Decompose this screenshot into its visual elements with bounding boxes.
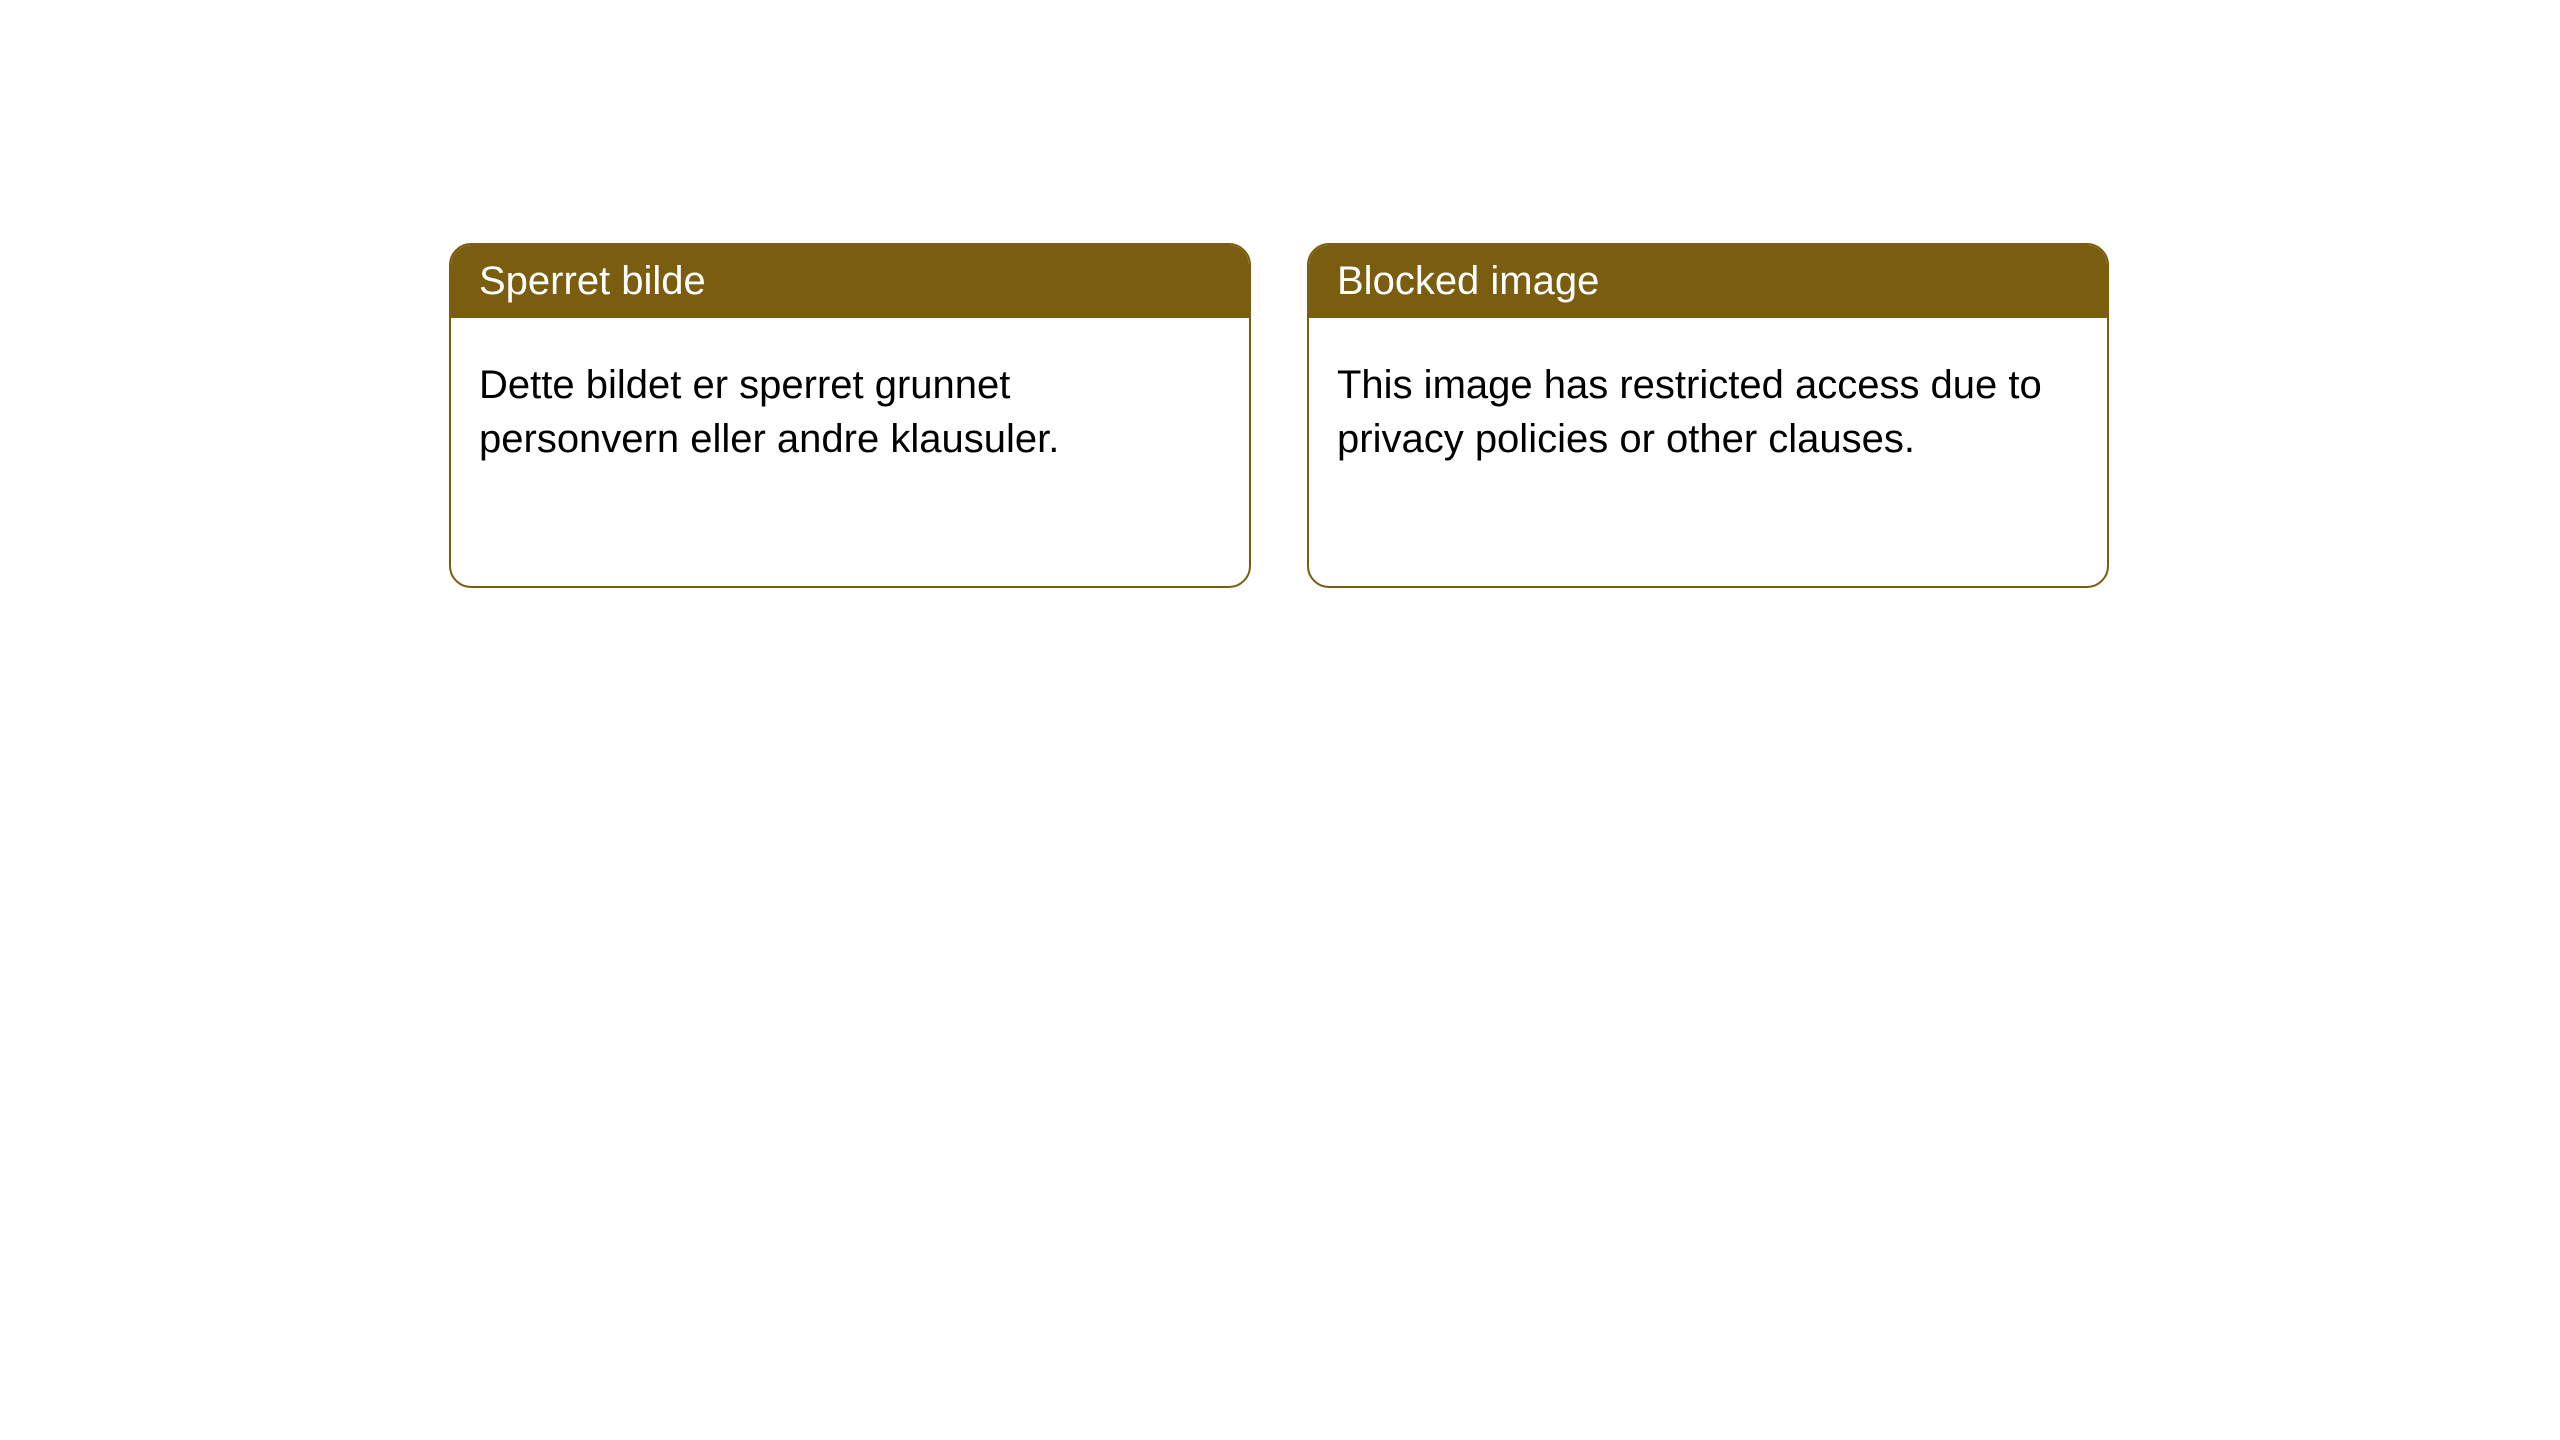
- notice-card-title: Sperret bilde: [451, 245, 1249, 318]
- notice-card-body: Dette bildet er sperret grunnet personve…: [451, 318, 1249, 586]
- notice-card-english: Blocked image This image has restricted …: [1307, 243, 2109, 588]
- notice-container: Sperret bilde Dette bildet er sperret gr…: [449, 243, 2109, 588]
- notice-card-body: This image has restricted access due to …: [1309, 318, 2107, 586]
- notice-card-title: Blocked image: [1309, 245, 2107, 318]
- notice-card-norwegian: Sperret bilde Dette bildet er sperret gr…: [449, 243, 1251, 588]
